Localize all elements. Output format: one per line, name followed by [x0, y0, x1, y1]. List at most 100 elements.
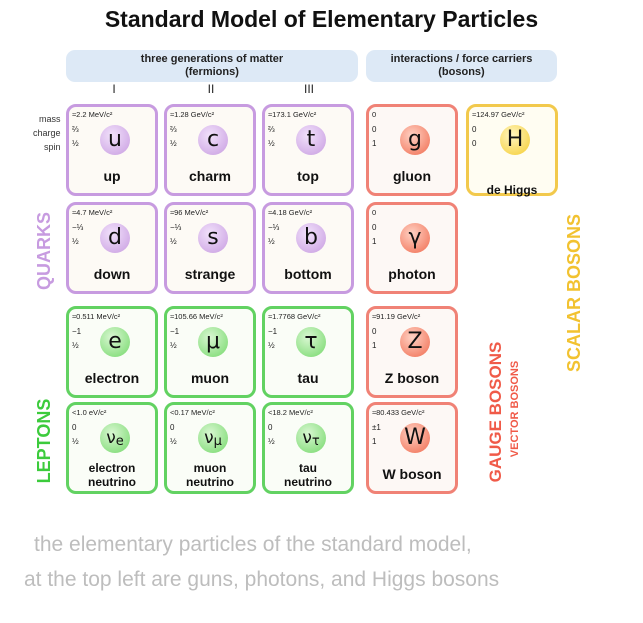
particle-card-tau-neutrino: <18.2 MeV/c² 0 ½ ντ tau neutrino: [262, 402, 354, 494]
spin-value: ½: [72, 237, 79, 246]
mass-label: mass: [39, 114, 61, 124]
particle-card-up: ≈2.2 MeV/c² ⅔ ½ u up: [66, 104, 158, 196]
charge-value: 0: [472, 125, 477, 134]
charge-value: ⅔: [72, 125, 79, 134]
mass-value: 0: [372, 208, 377, 217]
generation-3-label: III: [303, 82, 314, 96]
leptons-label: LEPTONS: [34, 398, 54, 484]
particle-symbol: ντ: [296, 423, 326, 453]
mass-value: ≈124.97 GeV/c²: [472, 110, 525, 119]
charge-value: 0: [72, 423, 77, 432]
particle-name: top: [297, 168, 319, 184]
charge-value: −⅓: [268, 223, 280, 232]
particle-card-gluon: 0 0 1 g gluon: [366, 104, 458, 196]
particle-name-line2: neutrino: [284, 475, 332, 489]
symbol-subscript: e: [115, 434, 124, 449]
spin-value: ½: [268, 237, 275, 246]
particle-symbol: s: [198, 223, 228, 253]
particle-name-line1: muon: [193, 461, 227, 475]
gauge-bosons-label: GAUGE BOSONS: [486, 341, 505, 483]
mass-value: ≈105.66 MeV/c²: [170, 312, 223, 321]
symbol-base: ν: [302, 428, 312, 448]
fermions-header-line2: (fermions): [185, 66, 239, 78]
bosons-header-line1: interactions / force carriers: [390, 53, 533, 65]
particle-symbol: u: [100, 125, 130, 155]
particle-card-photon: 0 0 1 γ photon: [366, 202, 458, 294]
particle-card-w-boson: ≈80.433 GeV/c² ±1 1 W W boson: [366, 402, 458, 494]
mass-value: ≈96 MeV/c²: [170, 208, 209, 217]
particle-name: tau neutrino: [265, 461, 351, 489]
particle-card-z-boson: ≈91.19 GeV/c² 0 1 Z Z boson: [366, 306, 458, 398]
mass-value: ≈0.511 MeV/c²: [72, 312, 121, 321]
particle-name-line1: tau: [299, 461, 317, 475]
particle-name: de Higgs: [486, 183, 538, 197]
fermions-header-line1: three generations of matter: [140, 53, 284, 65]
particle-symbol: W: [400, 423, 430, 453]
spin-value: 0: [472, 139, 477, 148]
spin-value: ½: [170, 437, 177, 446]
particle-symbol: νe: [100, 423, 130, 453]
particle-symbol: b: [296, 223, 326, 253]
symbol-base: ν: [106, 428, 116, 448]
spin-value: 1: [372, 341, 377, 350]
particle-card-electron-neutrino: <1.0 eV/c² 0 ½ νe electron neutrino: [66, 402, 158, 494]
caption-line1: the elementary particles of the standard…: [34, 533, 472, 556]
particle-name: down: [93, 266, 131, 282]
charge-value: 0: [372, 223, 377, 232]
particle-symbol: t: [296, 125, 326, 155]
particle-card-muon-neutrino: <0.17 MeV/c² 0 ½ νμ muon neutrino: [164, 402, 256, 494]
mass-value: ≈1.7768 GeV/c²: [268, 312, 321, 321]
spin-value: ½: [268, 437, 275, 446]
mass-value: <0.17 MeV/c²: [170, 408, 215, 417]
mass-value: ≈80.433 GeV/c²: [372, 408, 425, 417]
symbol-subscript: τ: [311, 434, 320, 449]
particle-name-line1: electron: [88, 461, 136, 475]
page-title: Standard Model of Elementary Particles: [104, 6, 539, 32]
mass-value: <18.2 MeV/c²: [268, 408, 313, 417]
particle-name: electron: [84, 370, 140, 386]
particle-card-muon: ≈105.66 MeV/c² −1 ½ μ muon: [164, 306, 256, 398]
spin-label: spin: [44, 142, 61, 152]
particle-name: up: [103, 168, 121, 184]
particle-name-line2: neutrino: [88, 475, 136, 489]
particle-name: photon: [388, 266, 436, 282]
spin-value: 1: [372, 237, 377, 246]
charge-value: 0: [170, 423, 175, 432]
vector-bosons-label: VECTOR BOSONS: [509, 360, 521, 458]
symbol-subscript: μ: [213, 434, 222, 449]
particle-card-bottom: ≈4.18 GeV/c² −⅓ ½ b bottom: [262, 202, 354, 294]
particle-name: electron neutrino: [69, 461, 155, 489]
particle-name: muon: [190, 370, 230, 386]
mass-value: ≈1.28 GeV/c²: [170, 110, 215, 119]
bosons-header: interactions / force carriers (bosons): [366, 50, 557, 82]
charge-value: 0: [372, 125, 377, 134]
caption-line2: at the top left are guns, photons, and H…: [24, 568, 500, 591]
particle-card-down: ≈4.7 MeV/c² −⅓ ½ d down: [66, 202, 158, 294]
particle-card-top: ≈173.1 GeV/c² ⅔ ½ t top: [262, 104, 354, 196]
charge-value: −1: [72, 327, 82, 336]
particle-name: strange: [184, 266, 236, 282]
particle-name-line2: neutrino: [186, 475, 234, 489]
mass-value: ≈173.1 GeV/c²: [268, 110, 317, 119]
charge-value: −1: [170, 327, 180, 336]
mass-value: <1.0 eV/c²: [72, 408, 107, 417]
spin-value: 1: [372, 437, 377, 446]
particle-symbol: μ: [198, 327, 228, 357]
generation-1-label: I: [112, 82, 116, 96]
particle-symbol: νμ: [198, 423, 228, 453]
mass-value: ≈91.19 GeV/c²: [372, 312, 421, 321]
mass-value: ≈4.7 MeV/c²: [72, 208, 113, 217]
charge-value: 0: [268, 423, 273, 432]
spin-value: ½: [72, 341, 79, 350]
particle-card-electron: ≈0.511 MeV/c² −1 ½ e electron: [66, 306, 158, 398]
particle-name: W boson: [382, 466, 442, 482]
particle-name: tau: [297, 370, 319, 386]
spin-value: ½: [170, 237, 177, 246]
charge-value: −⅓: [72, 223, 84, 232]
spin-value: ½: [170, 139, 177, 148]
charge-value: ±1: [372, 423, 381, 432]
charge-value: 0: [372, 327, 377, 336]
quarks-label: QUARKS: [34, 212, 54, 291]
particle-symbol: Z: [400, 327, 430, 357]
particle-card-charm: ≈1.28 GeV/c² ⅔ ½ c charm: [164, 104, 256, 196]
